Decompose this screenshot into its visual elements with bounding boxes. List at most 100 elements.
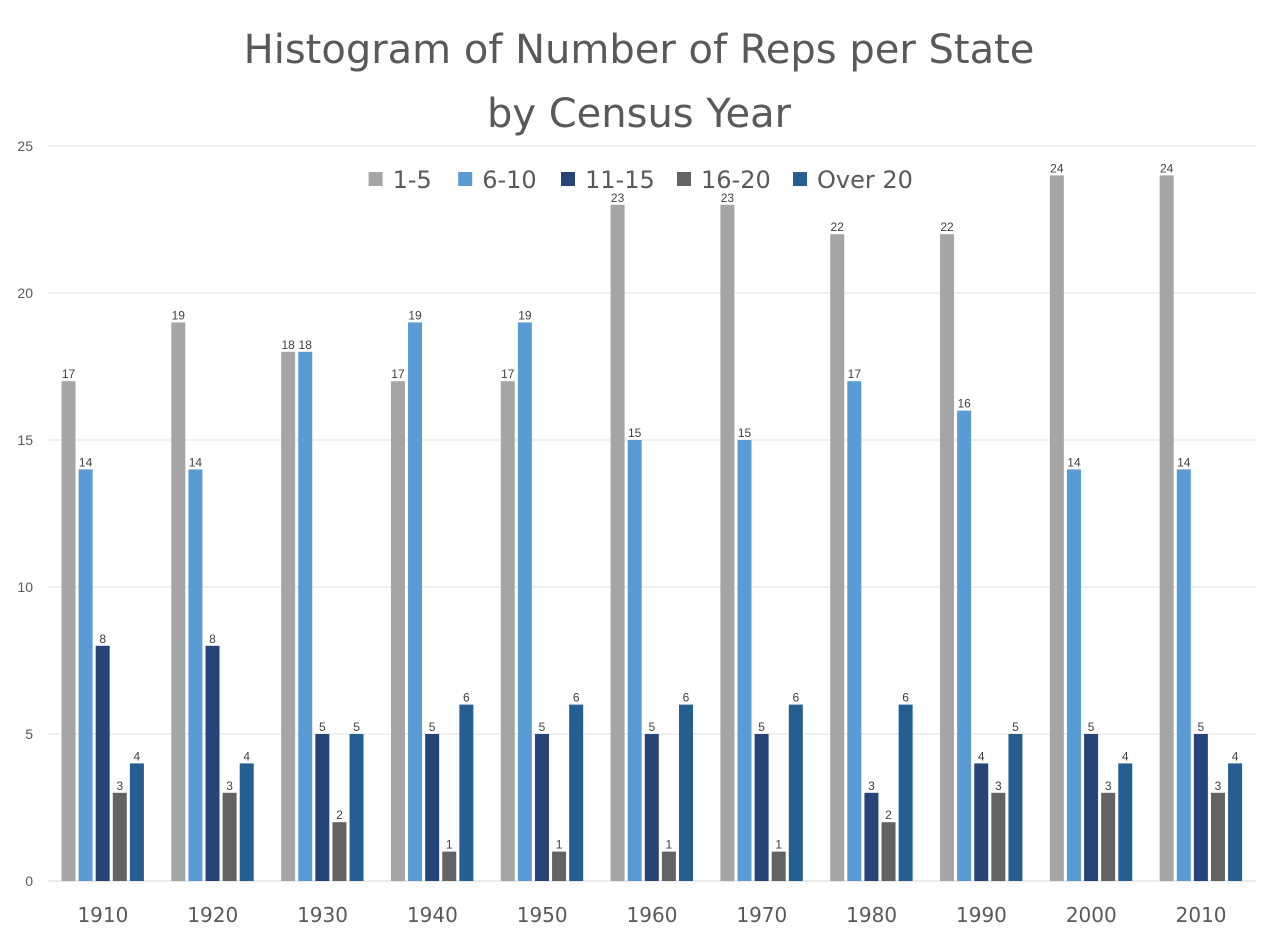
bar-data-label: 17	[391, 367, 405, 381]
bar	[1118, 763, 1133, 881]
bar-data-label: 4	[134, 749, 141, 763]
chart-title-line-1: Histogram of Number of Reps per State	[244, 27, 1035, 73]
bar-data-label: 8	[209, 632, 216, 646]
bar	[881, 822, 896, 881]
bar	[517, 322, 532, 881]
bar	[332, 822, 347, 881]
bar	[788, 704, 803, 881]
legend-label: 1-5	[393, 166, 432, 194]
bar	[1228, 763, 1243, 881]
bar-data-label: 8	[99, 632, 106, 646]
bar-data-label: 15	[628, 426, 642, 440]
bar	[847, 381, 862, 881]
bar	[188, 469, 203, 881]
bar-data-label: 6	[683, 691, 690, 705]
bar-data-label: 5	[648, 720, 655, 734]
x-tick-label: 1960	[627, 903, 678, 927]
bar	[737, 440, 752, 881]
bar	[610, 204, 625, 882]
legend-swatch	[793, 172, 807, 186]
bar	[425, 734, 440, 881]
legend-label: 6-10	[482, 166, 536, 194]
bar-data-label: 6	[792, 691, 799, 705]
bar-data-label: 5	[429, 720, 436, 734]
bar-data-label: 23	[611, 191, 625, 205]
legend-swatch	[677, 172, 691, 186]
bar-data-label: 22	[831, 220, 845, 234]
bar	[281, 351, 296, 881]
bar-data-label: 19	[408, 308, 422, 322]
bar-data-label: 24	[1160, 161, 1174, 175]
x-tick-label: 2010	[1176, 903, 1227, 927]
bar	[459, 704, 474, 881]
bar-data-label: 3	[995, 779, 1002, 793]
bar-data-label: 2	[336, 808, 343, 822]
x-axis-ticks: 1910 1920 1930 1940 1950 1960 1970 1980 1990 2000…	[77, 903, 1226, 927]
bar-data-label: 6	[573, 691, 580, 705]
bar	[754, 734, 769, 881]
x-tick-label: 1910	[77, 903, 128, 927]
x-tick-label: 1980	[846, 903, 897, 927]
bar-data-label: 6	[463, 691, 470, 705]
bar-data-label: 24	[1050, 161, 1064, 175]
bar-data-label: 3	[226, 779, 233, 793]
bar	[442, 851, 457, 881]
bar	[222, 792, 237, 881]
x-tick-label: 1970	[736, 903, 787, 927]
bar	[627, 440, 642, 881]
bar-data-label: 6	[902, 691, 909, 705]
bar	[898, 704, 913, 881]
y-tick-label: 25	[17, 138, 33, 154]
bar-data-label: 16	[957, 397, 971, 411]
bar	[1159, 175, 1174, 881]
bar	[771, 851, 786, 881]
legend-swatch	[561, 172, 575, 186]
bar	[1193, 734, 1208, 881]
bar	[1008, 734, 1023, 881]
bar	[1049, 175, 1064, 881]
bar-data-label: 18	[299, 338, 313, 352]
bar-data-label: 17	[848, 367, 862, 381]
bar	[298, 351, 313, 881]
bar	[864, 792, 879, 881]
bar-data-label: 17	[62, 367, 76, 381]
bars	[61, 175, 1243, 882]
bar-data-label: 14	[1177, 455, 1191, 469]
bar-data-label: 5	[1198, 720, 1205, 734]
x-tick-label: 1950	[517, 903, 568, 927]
x-tick-label: 1940	[407, 903, 458, 927]
bar-data-label: 19	[518, 308, 532, 322]
bar-data-label: 22	[940, 220, 954, 234]
bar	[1066, 469, 1081, 881]
x-tick-label: 1920	[187, 903, 238, 927]
bar-data-label: 3	[1215, 779, 1222, 793]
bar	[408, 322, 423, 881]
bar-data-label: 18	[281, 338, 295, 352]
bar-data-label: 3	[116, 779, 123, 793]
bar-data-label: 14	[79, 455, 93, 469]
bar-data-label: 15	[738, 426, 752, 440]
y-tick-label: 10	[17, 579, 33, 595]
y-axis-ticks: 0 5 10 15 20 25	[17, 138, 33, 889]
bar	[1176, 469, 1191, 881]
x-tick-label: 1930	[297, 903, 348, 927]
bar	[205, 645, 220, 881]
bar	[830, 234, 845, 881]
bar-data-label: 3	[868, 779, 875, 793]
bar	[129, 763, 144, 881]
bar	[552, 851, 567, 881]
legend-swatch	[458, 172, 473, 186]
bar-data-label: 5	[353, 720, 360, 734]
bar	[974, 763, 989, 881]
bar	[390, 381, 405, 881]
y-tick-label: 20	[17, 285, 33, 301]
legend-label: 16-20	[701, 166, 771, 194]
bar-data-label: 5	[1088, 720, 1095, 734]
bar	[61, 381, 76, 881]
y-tick-label: 5	[25, 726, 33, 742]
bar-data-label: 1	[446, 838, 453, 852]
bar-data-label: 2	[885, 808, 892, 822]
bar	[500, 381, 515, 881]
